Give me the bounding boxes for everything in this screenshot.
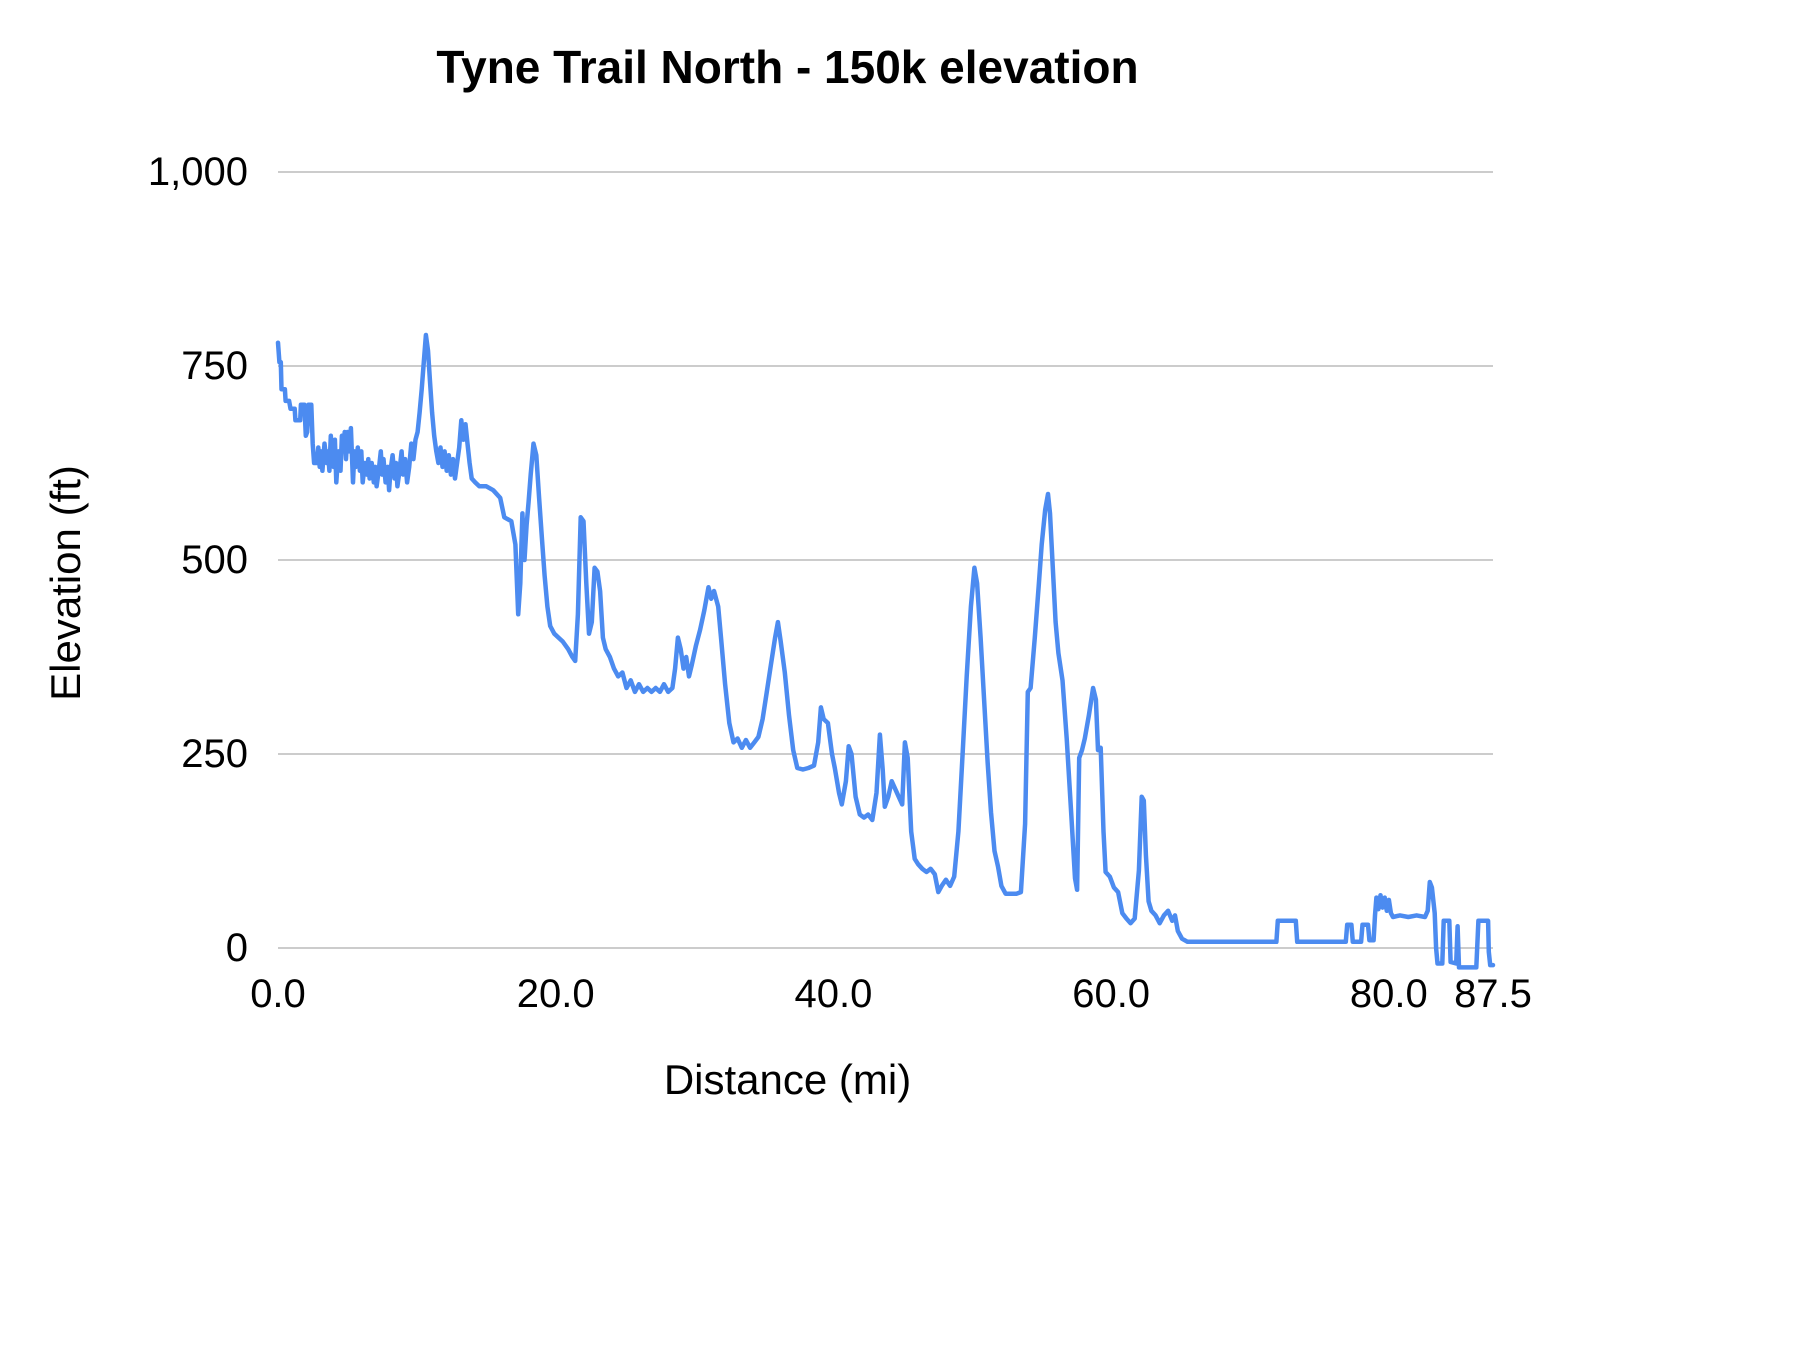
x-tick-label: 87.5 (1454, 972, 1532, 1016)
x-tick-label: 60.0 (1072, 972, 1151, 1016)
y-tick-label: 0 (225, 926, 248, 970)
x-axis-title: Distance (mi) (663, 1056, 912, 1103)
chart-title: Tyne Trail North - 150k elevation (436, 41, 1139, 93)
y-tick-label: 750 (181, 344, 248, 388)
elevation-series-line (275, 332, 1496, 970)
y-tick-label: 500 (181, 538, 248, 582)
y-tick-label: 1,000 (147, 150, 248, 194)
x-tick-label: 80.0 (1349, 972, 1428, 1016)
y-tick-label: 250 (181, 732, 248, 776)
x-tick-label: 20.0 (516, 972, 595, 1016)
x-tick-label: 40.0 (794, 972, 873, 1016)
x-tick-label: 0.0 (250, 972, 306, 1016)
